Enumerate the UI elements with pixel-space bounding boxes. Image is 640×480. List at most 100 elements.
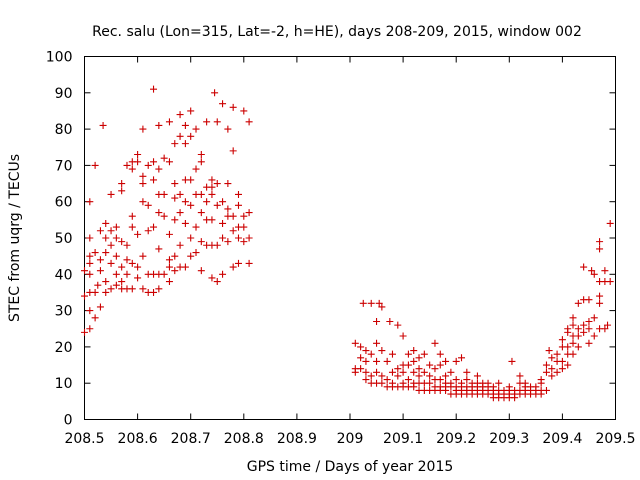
data-point	[150, 158, 158, 166]
data-point	[452, 357, 460, 365]
data-point	[211, 89, 219, 97]
data-point	[574, 332, 582, 340]
data-point	[542, 386, 550, 394]
x-tick-label: 209.3	[489, 431, 529, 447]
data-point	[580, 321, 588, 329]
data-point	[96, 303, 104, 311]
data-point	[139, 180, 147, 188]
data-point	[134, 274, 142, 282]
data-point	[495, 379, 503, 387]
data-point	[357, 354, 365, 362]
axis-ticks	[84, 56, 616, 420]
data-point	[112, 281, 120, 289]
x-tick-label: 209.5	[595, 431, 635, 447]
y-tick-label: 70	[55, 158, 73, 174]
data-point	[81, 267, 88, 275]
data-point	[229, 212, 237, 220]
data-point	[102, 219, 110, 227]
data-point	[213, 278, 221, 286]
data-point	[585, 339, 593, 347]
data-point	[219, 270, 227, 278]
data-point	[134, 151, 142, 159]
data-point	[224, 238, 232, 246]
data-point	[596, 245, 604, 253]
x-tick-label: 209.1	[383, 431, 423, 447]
data-point	[564, 361, 572, 369]
data-point	[219, 219, 227, 227]
data-point	[234, 201, 242, 209]
data-point	[410, 368, 418, 376]
data-point	[404, 376, 412, 384]
data-point	[150, 176, 158, 184]
data-point	[378, 379, 386, 387]
data-point	[362, 357, 370, 365]
data-point	[86, 307, 94, 315]
data-point	[155, 285, 163, 293]
data-point	[192, 125, 200, 133]
data-point	[112, 234, 120, 242]
data-point	[601, 267, 609, 275]
data-point	[404, 350, 412, 358]
data-point	[537, 376, 545, 384]
data-point	[165, 158, 173, 166]
data-point	[394, 372, 402, 380]
data-point	[139, 285, 147, 293]
data-point	[558, 365, 566, 373]
data-point	[367, 299, 375, 307]
data-point	[383, 376, 391, 384]
data-point	[585, 325, 593, 333]
data-point	[378, 372, 386, 380]
data-point	[213, 241, 221, 249]
data-point	[213, 118, 221, 126]
data-point	[134, 230, 142, 238]
data-points	[81, 85, 614, 402]
data-point	[596, 238, 604, 246]
data-point	[415, 372, 423, 380]
data-point	[208, 176, 216, 184]
data-point	[181, 198, 189, 206]
data-point	[160, 154, 168, 162]
data-point	[86, 259, 94, 267]
data-point	[367, 350, 375, 358]
data-point	[473, 372, 481, 380]
data-point	[86, 252, 94, 260]
data-point	[585, 317, 593, 325]
data-point	[508, 357, 516, 365]
x-tick-labels: 208.5 208.6 208.7 208.8 208.9 209 209.1 209.2 20…	[64, 431, 635, 447]
data-point	[545, 347, 553, 355]
data-point	[176, 241, 184, 249]
data-point	[219, 234, 227, 242]
data-point	[160, 270, 168, 278]
data-point	[240, 212, 248, 220]
data-point	[128, 259, 136, 267]
data-point	[91, 314, 99, 322]
data-point	[458, 354, 466, 362]
data-point	[81, 292, 88, 300]
data-point	[590, 314, 598, 322]
data-point	[86, 325, 94, 333]
data-point	[553, 350, 561, 358]
data-point	[426, 379, 434, 387]
data-point	[208, 183, 216, 191]
data-point	[245, 234, 253, 242]
data-point	[171, 194, 179, 202]
data-point	[569, 350, 577, 358]
data-point	[192, 249, 200, 257]
data-point	[181, 263, 189, 271]
data-point	[187, 252, 195, 260]
data-point	[410, 357, 418, 365]
data-point	[240, 107, 248, 115]
data-point	[442, 357, 450, 365]
data-point	[165, 118, 173, 126]
data-point	[426, 361, 434, 369]
data-point	[234, 190, 242, 198]
data-point	[521, 379, 529, 387]
data-point	[203, 198, 211, 206]
data-point	[139, 172, 147, 180]
data-point	[224, 125, 232, 133]
data-point	[213, 201, 221, 209]
data-point	[112, 252, 120, 260]
data-point	[86, 234, 94, 242]
y-axis-label: STEC from uqrg / TECUs	[7, 154, 23, 322]
data-point	[91, 288, 99, 296]
